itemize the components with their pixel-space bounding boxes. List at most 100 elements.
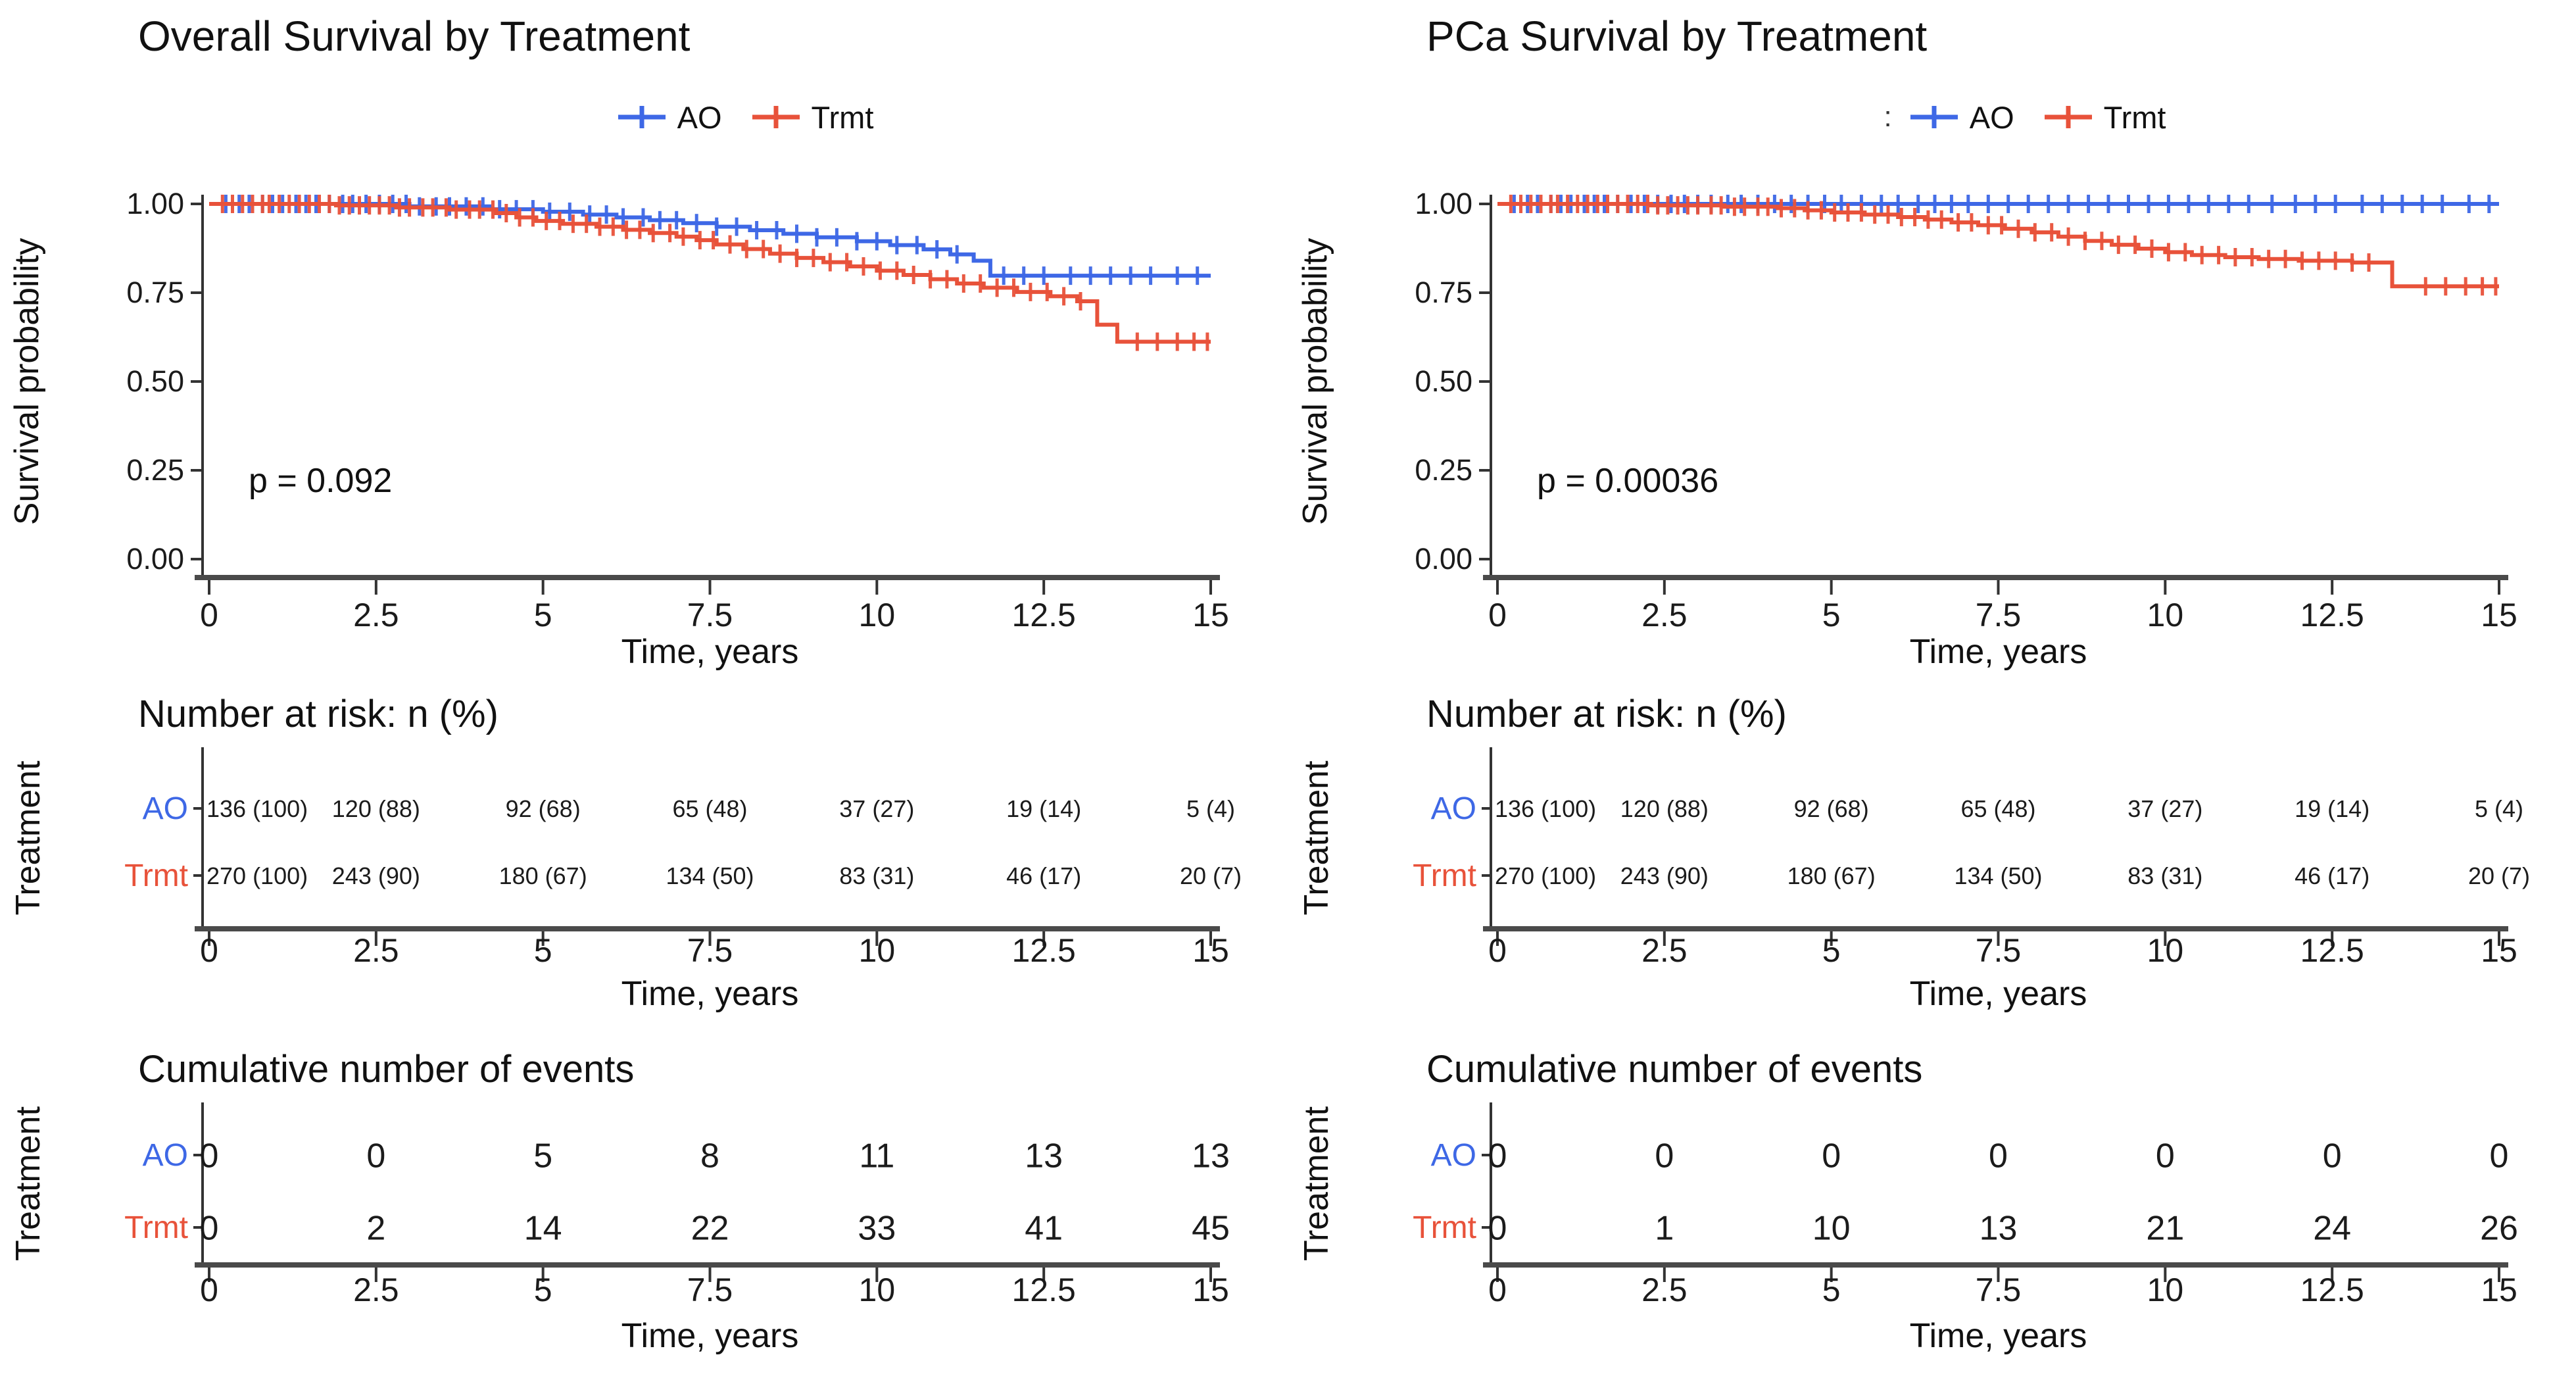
table-cell: 10	[1812, 1210, 1851, 1248]
x-tick-label: 10	[859, 597, 896, 633]
censor-marks-trmt	[1509, 195, 2498, 296]
table-cell: 270 (100)	[207, 862, 308, 889]
table-cell: 180 (67)	[499, 862, 587, 889]
table-cell: 37 (27)	[839, 795, 914, 822]
y-tick-label: 1.00	[1415, 187, 1472, 220]
table-cell: 13	[1192, 1137, 1230, 1175]
table-x-tick-label: 7.5	[687, 932, 733, 969]
table-cell: 13	[1980, 1210, 2018, 1248]
table-row-label: AO	[1431, 1138, 1476, 1173]
y-tick-label: 0.25	[126, 453, 184, 487]
table-cell: 5 (4)	[2475, 795, 2523, 822]
x-axis-line	[1483, 575, 2508, 580]
legend-item-trmt[interactable]: Trmt	[751, 99, 873, 136]
table-x-tick-label: 10	[2147, 932, 2184, 969]
x-tick-label: 2.5	[1641, 597, 1688, 633]
table-cell: 22	[691, 1210, 729, 1248]
table-cell: 1	[1655, 1210, 1674, 1248]
table-x-tick-label: 7.5	[687, 1271, 733, 1308]
censor-plus-icon	[618, 106, 666, 128]
table-cell: 0	[1488, 1137, 1507, 1175]
table-cell: 0	[200, 1210, 219, 1248]
legend-item-ao[interactable]: AO	[617, 99, 722, 136]
table-x-tick-label: 12.5	[1012, 1271, 1076, 1308]
table-x-tick-label: 0	[1488, 932, 1507, 969]
table-cell: 33	[858, 1210, 896, 1248]
table-row-label: Trmt	[124, 858, 188, 893]
legend-item-trmt[interactable]: Trmt	[2043, 99, 2166, 136]
table-cell: 92 (68)	[1794, 795, 1869, 822]
legend-label-trmt: Trmt	[2103, 99, 2166, 135]
table-cell: 92 (68)	[506, 795, 581, 822]
table-axis-label: Treatment	[1298, 760, 1336, 916]
table-x-axis-title: Time, years	[1910, 975, 2087, 1013]
y-tick-label: 0.50	[1415, 364, 1472, 398]
table-cell: 83 (31)	[2127, 862, 2202, 889]
table-cell: 0	[2490, 1137, 2509, 1175]
table-cell: 136 (100)	[207, 795, 308, 822]
y-tick-label: 0.50	[126, 364, 184, 398]
survival-curve-trmt	[1497, 202, 2499, 289]
events-table-header: Cumulative number of events	[1426, 1048, 1922, 1091]
table-x-axis-line	[195, 1262, 1220, 1268]
table-x-axis-line	[195, 926, 1220, 931]
table-x-tick-label: 5	[1822, 1271, 1841, 1308]
table-row-label: Trmt	[1413, 1210, 1476, 1245]
x-tick-label: 10	[2147, 597, 2184, 633]
table-cell: 180 (67)	[1787, 862, 1876, 889]
risk-table-header: Number at risk: n (%)	[138, 693, 498, 735]
table-x-tick-label: 0	[200, 1271, 218, 1308]
table-x-tick-label: 7.5	[1976, 1271, 2022, 1308]
table-cell: 134 (50)	[1954, 862, 2042, 889]
p-value-label: p = 0.00036	[1537, 462, 1718, 500]
legend-item-ao[interactable]: AO	[1909, 99, 2014, 136]
legend-label-ao: AO	[1969, 99, 2014, 135]
table-x-tick-label: 10	[859, 1271, 896, 1308]
table-cell: 65 (48)	[672, 795, 747, 822]
table-row-label: Trmt	[124, 1210, 188, 1245]
table-x-tick-label: 15	[1192, 1271, 1229, 1308]
table-x-tick-label: 5	[534, 932, 552, 969]
table-cell: 243 (90)	[332, 862, 420, 889]
table-x-tick-label: 2.5	[353, 932, 399, 969]
x-axis-title: Time, years	[621, 633, 799, 671]
page-title: Overall Survival by Treatment	[138, 12, 691, 60]
table-x-axis-title: Time, years	[1910, 1317, 2087, 1355]
table-cell: 20 (7)	[1180, 862, 1242, 889]
x-tick-label: 2.5	[353, 597, 399, 633]
y-tick-label: 0.25	[1415, 453, 1472, 487]
x-axis-line	[195, 575, 1220, 580]
survival-curve-ao	[209, 202, 1211, 278]
table-x-tick-label: 15	[1192, 932, 1229, 969]
x-axis-title: Time, years	[1910, 633, 2087, 671]
y-tick-label: 0.75	[126, 276, 184, 309]
table-x-tick-label: 15	[2481, 932, 2517, 969]
table-cell: 20 (7)	[2468, 862, 2530, 889]
table-x-tick-label: 10	[2147, 1271, 2184, 1308]
table-row-label: AO	[143, 1138, 188, 1173]
table-cell: 5	[533, 1137, 552, 1175]
table-x-tick-label: 12.5	[1012, 932, 1076, 969]
censor-marks-trmt	[220, 195, 1209, 351]
survival-plot: 1.000.750.500.250.000 2.5 5 7.5 10 12.5 15Time…	[1296, 187, 2530, 1355]
legend-prefix: :	[1883, 101, 1892, 133]
x-tick-label: 0	[1488, 597, 1507, 633]
page-title: PCa Survival by Treatment	[1426, 12, 1928, 60]
table-axis-label: Treatment	[9, 1106, 47, 1261]
table-cell: 0	[2156, 1137, 2175, 1175]
table-row-label: AO	[1431, 791, 1476, 826]
survival-plot: 1.000.750.500.250.000 2.5 5 7.5 10 12.5 15Time…	[8, 187, 1242, 1355]
table-cell: 21	[2146, 1210, 2184, 1248]
x-tick-label: 7.5	[1976, 597, 2022, 633]
table-x-tick-label: 5	[1822, 932, 1841, 969]
y-tick-label: 1.00	[126, 187, 184, 220]
table-x-tick-label: 12.5	[2300, 932, 2364, 969]
table-cell: 14	[524, 1210, 562, 1248]
x-tick-label: 15	[1192, 597, 1229, 633]
survival-curve-trmt	[209, 202, 1211, 344]
legend-label-ao: AO	[677, 99, 722, 135]
table-cell: 83 (31)	[839, 862, 914, 889]
table-cell: 5 (4)	[1186, 795, 1235, 822]
table-row-label: AO	[143, 791, 188, 826]
panel-pca-survival: PCa Survival by Treatment : AO Trmt 1.00…	[1288, 0, 2576, 1382]
